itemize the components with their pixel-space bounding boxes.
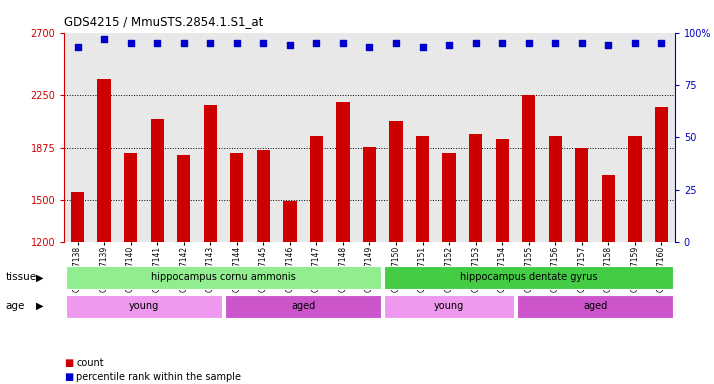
Point	[151, 40, 163, 46]
Bar	[71, 192, 84, 384]
Bar	[384, 266, 673, 289]
Point	[311, 40, 322, 46]
Text: hippocampus cornu ammonis: hippocampus cornu ammonis	[151, 272, 296, 283]
Point	[391, 40, 402, 46]
Bar	[655, 107, 668, 384]
Bar	[384, 295, 514, 318]
Bar	[66, 266, 381, 289]
Bar	[548, 136, 562, 384]
Point	[496, 40, 508, 46]
Point	[655, 40, 667, 46]
Text: age: age	[6, 301, 25, 311]
Text: count: count	[76, 358, 104, 368]
Bar	[628, 136, 642, 384]
Bar	[363, 147, 376, 384]
Text: young: young	[434, 301, 464, 311]
Point	[337, 40, 348, 46]
Point	[204, 40, 216, 46]
Bar	[575, 149, 588, 384]
Text: ▶: ▶	[36, 301, 43, 311]
Bar	[203, 105, 217, 384]
Point	[550, 40, 561, 46]
Point	[284, 42, 296, 48]
Text: young: young	[129, 301, 159, 311]
Point	[99, 36, 110, 42]
Point	[178, 40, 189, 46]
Bar	[124, 152, 137, 384]
Bar	[97, 79, 111, 384]
Bar	[469, 134, 482, 384]
Bar	[443, 152, 456, 384]
Point	[231, 40, 243, 46]
Bar	[310, 136, 323, 384]
Point	[603, 42, 614, 48]
Bar	[225, 295, 381, 318]
Point	[417, 44, 428, 50]
Point	[576, 40, 588, 46]
Text: percentile rank within the sample: percentile rank within the sample	[76, 372, 241, 382]
Bar	[336, 103, 350, 384]
Bar	[66, 295, 222, 318]
Bar	[522, 95, 536, 384]
Text: hippocampus dentate gyrus: hippocampus dentate gyrus	[460, 272, 598, 283]
Point	[523, 40, 535, 46]
Point	[629, 40, 640, 46]
Text: aged: aged	[291, 301, 316, 311]
Bar	[389, 121, 403, 384]
Point	[470, 40, 481, 46]
Text: ■: ■	[64, 372, 74, 382]
Text: ■: ■	[64, 358, 74, 368]
Point	[363, 44, 376, 50]
Point	[258, 40, 269, 46]
Text: GDS4215 / MmuSTS.2854.1.S1_at: GDS4215 / MmuSTS.2854.1.S1_at	[64, 15, 263, 28]
Bar	[496, 139, 509, 384]
Bar	[151, 119, 164, 384]
Bar	[257, 150, 270, 384]
Bar	[602, 175, 615, 384]
Text: tissue: tissue	[6, 272, 37, 283]
Point	[443, 42, 455, 48]
Bar	[283, 202, 296, 384]
Bar	[416, 136, 429, 384]
Text: ▶: ▶	[36, 272, 43, 283]
Text: aged: aged	[583, 301, 607, 311]
Point	[125, 40, 136, 46]
Bar	[230, 152, 243, 384]
Bar	[517, 295, 673, 318]
Bar	[177, 156, 191, 384]
Point	[72, 44, 84, 50]
